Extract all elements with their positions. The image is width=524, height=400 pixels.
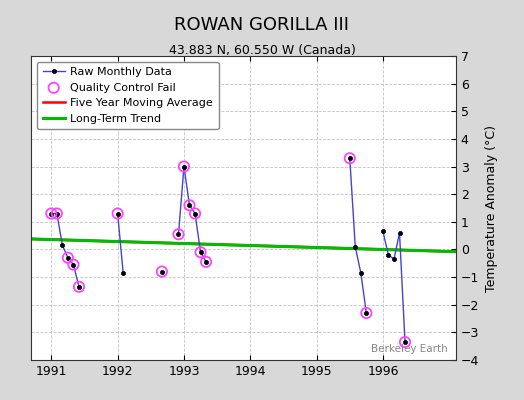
Quality Control Fail (345, 155, 354, 162)
Quality Control Fail (180, 163, 188, 170)
Text: Berkeley Earth: Berkeley Earth (370, 344, 447, 354)
Line: Raw Monthly Data: Raw Monthly Data (49, 212, 81, 289)
Y-axis label: Temperature Anomaly (°C): Temperature Anomaly (°C) (485, 124, 498, 292)
Quality Control Fail (52, 210, 61, 217)
Quality Control Fail (401, 339, 409, 345)
Raw Monthly Data (65, 255, 71, 260)
Legend: Raw Monthly Data, Quality Control Fail, Five Year Moving Average, Long-Term Tren: Raw Monthly Data, Quality Control Fail, … (37, 62, 219, 129)
Quality Control Fail (47, 210, 56, 217)
Quality Control Fail (114, 210, 122, 217)
Quality Control Fail (158, 268, 166, 275)
Quality Control Fail (196, 249, 205, 256)
Quality Control Fail (202, 259, 210, 265)
Raw Monthly Data (48, 211, 54, 216)
Quality Control Fail (174, 231, 183, 238)
Quality Control Fail (69, 262, 78, 268)
Text: 43.883 N, 60.550 W (Canada): 43.883 N, 60.550 W (Canada) (169, 44, 355, 57)
Quality Control Fail (75, 284, 83, 290)
Raw Monthly Data (76, 284, 82, 289)
Quality Control Fail (362, 310, 370, 316)
Quality Control Fail (191, 210, 199, 217)
Raw Monthly Data (59, 243, 66, 248)
Text: ROWAN GORILLA III: ROWAN GORILLA III (174, 16, 350, 34)
Quality Control Fail (64, 254, 72, 261)
Raw Monthly Data (53, 211, 60, 216)
Quality Control Fail (185, 202, 194, 208)
Raw Monthly Data (70, 262, 77, 267)
